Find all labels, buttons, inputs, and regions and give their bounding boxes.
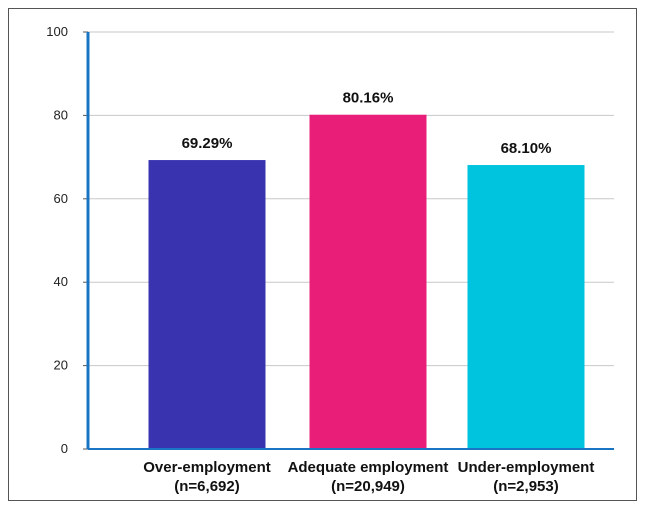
data-label: 68.10%: [501, 140, 552, 157]
x-tick-count: (n=2,953): [493, 478, 558, 495]
data-label: 69.29%: [182, 135, 233, 152]
x-tick-count: (n=6,692): [174, 478, 239, 495]
y-tick-label: 80: [54, 107, 68, 122]
x-tick-label: Under-employment: [458, 459, 595, 476]
y-tick-label: 40: [54, 274, 68, 289]
x-tick-count: (n=20,949): [331, 478, 405, 495]
y-tick-label: 60: [54, 191, 68, 206]
bar: [148, 160, 266, 449]
x-tick-label: Over-employment: [143, 459, 271, 476]
x-tick-label: Adequate employment: [288, 459, 449, 476]
y-tick-label: 100: [46, 24, 68, 39]
data-label: 80.16%: [343, 90, 394, 107]
y-tick-label: 0: [61, 441, 68, 456]
y-tick-label: 20: [54, 358, 68, 373]
bar: [467, 165, 585, 449]
bar: [309, 114, 427, 450]
